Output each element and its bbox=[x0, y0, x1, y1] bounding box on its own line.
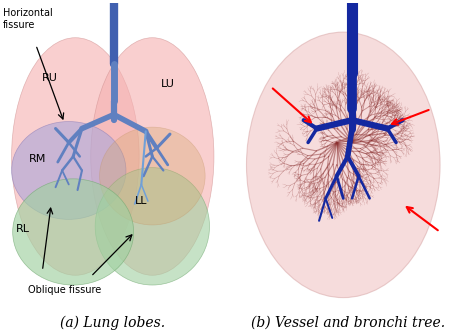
Text: Horizontal
fissure: Horizontal fissure bbox=[3, 8, 53, 30]
Ellipse shape bbox=[246, 32, 440, 297]
Ellipse shape bbox=[13, 179, 134, 285]
Ellipse shape bbox=[100, 127, 205, 225]
Text: LL: LL bbox=[135, 196, 147, 206]
Text: RU: RU bbox=[42, 73, 58, 83]
Ellipse shape bbox=[11, 122, 126, 219]
Ellipse shape bbox=[95, 168, 210, 285]
Text: (a) Lung lobes.: (a) Lung lobes. bbox=[60, 316, 165, 330]
Text: (b) Vessel and bronchi tree.: (b) Vessel and bronchi tree. bbox=[251, 316, 445, 330]
Ellipse shape bbox=[11, 38, 139, 275]
Text: RM: RM bbox=[29, 154, 46, 164]
Ellipse shape bbox=[91, 38, 214, 275]
Text: LU: LU bbox=[161, 79, 175, 89]
Text: RL: RL bbox=[16, 224, 30, 234]
Text: Oblique fissure: Oblique fissure bbox=[28, 286, 101, 295]
